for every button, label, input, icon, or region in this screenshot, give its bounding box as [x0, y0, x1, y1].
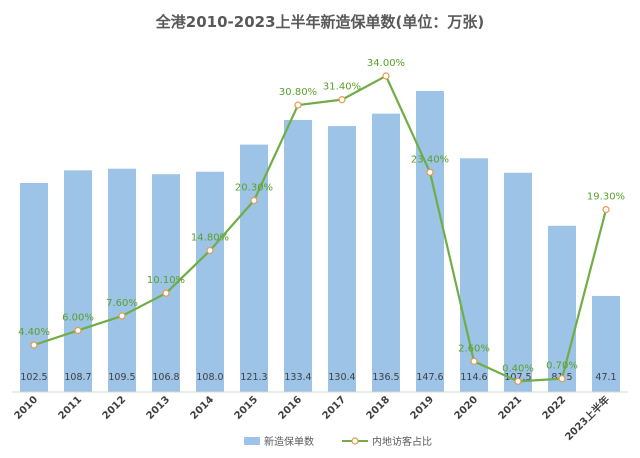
bar [108, 168, 136, 392]
legend-bar-swatch [244, 437, 260, 445]
legend-bar-label: 新造保单数 [264, 435, 314, 448]
line-series: 4.40% 6.00% 7.60% 10.10% 14.80% 20.30% 30.80% 3… [18, 58, 625, 385]
bar [504, 172, 532, 392]
line-point [250, 196, 258, 205]
line-point [470, 357, 478, 365]
bar [64, 170, 92, 392]
bar [548, 225, 576, 392]
line-path [33, 74, 608, 383]
bar [372, 113, 400, 393]
bar-value-label: 108.0 [196, 372, 223, 383]
legend-line-marker [351, 437, 359, 445]
x-tick-label: 2012 [101, 394, 128, 421]
bar [416, 91, 444, 392]
bar-labels: 102.5 108.7 109.5 106.8 108.0 121.3 133.4 130.4… [20, 372, 616, 383]
legend-line-label: 内地访客占比 [372, 435, 432, 448]
bar [460, 158, 488, 392]
x-tick-label: 2016 [277, 394, 304, 421]
bar-value-label: 108.7 [64, 372, 91, 383]
line-value-label: 30.80% [279, 87, 317, 98]
chart-title: 全港2010-2023上半年新造保单数(单位：万张) [155, 13, 484, 31]
x-tick-label: 2014 [189, 394, 216, 421]
x-tick-label: 2018 [365, 394, 392, 421]
line-point [206, 246, 214, 255]
bar-series [20, 91, 620, 393]
bar-value-label: 121.3 [240, 372, 267, 383]
line-value-label: 0.40% [502, 363, 534, 374]
x-tick-label: 2021 [497, 394, 524, 421]
line-point [162, 289, 170, 297]
x-tick-label: 2023上半年 [562, 393, 612, 443]
x-tick-label: 2017 [321, 394, 348, 421]
line-point [30, 341, 38, 349]
bar-value-label: 106.8 [152, 372, 179, 383]
bar [196, 171, 224, 392]
x-tick-label: 2015 [233, 394, 260, 421]
bar-value-label: 114.6 [460, 372, 487, 383]
x-tick-label: 2013 [145, 394, 172, 421]
bar [284, 119, 312, 392]
line-point [426, 168, 434, 176]
x-tick-label: 2010 [13, 394, 40, 421]
line-value-label: 34.00% [367, 58, 405, 69]
x-tick-label: 2019 [409, 394, 436, 421]
bar-value-label: 133.4 [284, 372, 311, 383]
bar-value-label: 107.5 [504, 372, 531, 383]
line-value-label: 2.60% [458, 343, 490, 354]
line-point [74, 326, 82, 335]
line-point [294, 101, 302, 109]
line-value-label: 23.40% [411, 154, 449, 165]
x-tick-label: 2020 [453, 394, 480, 421]
line-value-label: 14.80% [191, 232, 229, 243]
bar-value-label: 130.4 [328, 372, 355, 383]
line-point [602, 205, 610, 214]
line-value-label: 6.00% [62, 312, 94, 323]
x-tick-labels: 2010 2011 2012 2013 2014 2015 2016 2017 2018 2019… [13, 393, 612, 443]
bar [240, 144, 268, 392]
bar-value-label: 109.5 [108, 372, 135, 383]
bar [20, 182, 48, 392]
line-value-label: 0.70% [546, 361, 578, 372]
line-value-label: 20.30% [235, 183, 273, 194]
bar-value-label: 47.1 [595, 372, 616, 383]
legend: 新造保单数 内地访客占比 [244, 435, 432, 448]
line-point [338, 96, 346, 104]
bar [328, 126, 356, 393]
line-point [382, 72, 390, 80]
bar-value-label: 102.5 [20, 372, 47, 383]
bar-value-label: 136.5 [372, 372, 399, 383]
line-point [558, 375, 566, 383]
line-point [514, 377, 522, 385]
line-value-label: 7.60% [106, 298, 138, 309]
line-point [118, 312, 126, 320]
x-tick-label: 2011 [57, 394, 84, 421]
line-value-label: 31.40% [323, 82, 361, 93]
bar [592, 295, 620, 392]
x-tick-label: 2022 [541, 394, 568, 421]
line-value-label: 10.10% [147, 275, 185, 286]
bar-value-label: 147.6 [416, 372, 443, 383]
line-value-label: 19.30% [587, 192, 625, 203]
line-value-label: 4.40% [18, 327, 50, 338]
